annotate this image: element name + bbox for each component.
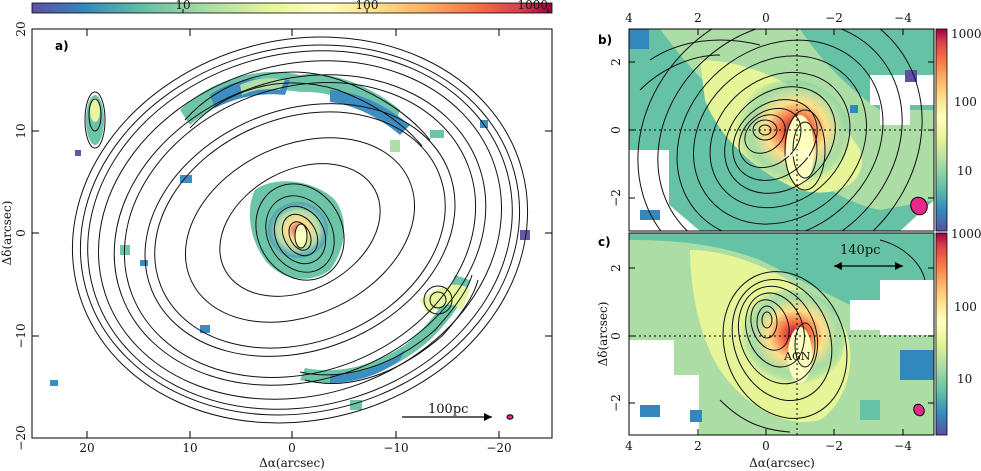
panel-b-xtick-m2: −2 bbox=[825, 11, 843, 25]
panel-c-ytick-m2: −2 bbox=[609, 394, 623, 412]
colorbar-top-ticks bbox=[182, 9, 549, 13]
panel-c-ticks bbox=[628, 267, 934, 435]
colorbar-b bbox=[935, 28, 948, 232]
panel-b-label: b) bbox=[598, 33, 612, 47]
panel-c-contours bbox=[719, 239, 926, 433]
colorbar-c bbox=[935, 232, 948, 436]
panel-c-xtick-m4: −4 bbox=[894, 439, 912, 453]
panel-b-xtick-4: 4 bbox=[625, 11, 633, 25]
panel-c-xlabel: Δα(arcsec) bbox=[749, 456, 815, 470]
panel-b-ytick-2: 2 bbox=[609, 58, 623, 66]
panel-a-xtick-0: 0 bbox=[288, 441, 296, 455]
panel-c-map bbox=[629, 233, 934, 435]
panel-c-xtick-0: 0 bbox=[762, 439, 770, 453]
panel-c-ylabel: Δδ(arcsec) bbox=[596, 302, 610, 367]
colorbar-top bbox=[31, 2, 553, 14]
panel-a-ticks bbox=[32, 28, 552, 439]
panel-a-beam bbox=[506, 414, 514, 420]
panel-a-xtick-m10: −10 bbox=[383, 441, 408, 455]
panel-a-label: a) bbox=[55, 39, 69, 53]
panel-c-xtick-4: 4 bbox=[625, 439, 633, 453]
panel-c-frame bbox=[628, 232, 935, 436]
panel-c-ytick-0: 0 bbox=[609, 332, 623, 340]
panel-a-xtick-m20: −20 bbox=[486, 441, 511, 455]
panel-b-xtick-m4: −4 bbox=[894, 11, 912, 25]
panel-c-beam bbox=[913, 403, 925, 417]
panel-a-xlabel: Δα(arcsec) bbox=[259, 456, 325, 470]
panel-a-ytick-m20: −20 bbox=[14, 425, 28, 450]
panel-b: AGN 4 2 0 −2 −4 2 0 −2 b) 1000 100 10 bbox=[598, 11, 981, 232]
panel-c-agn-label: AGN bbox=[783, 350, 811, 363]
panel-c-label: c) bbox=[598, 235, 611, 249]
panel-b-ticks bbox=[628, 29, 934, 199]
colorbar-b-tick-10: 10 bbox=[957, 164, 972, 178]
panel-b-ytick-m2: −2 bbox=[609, 189, 623, 207]
panel-a-ytick-10: 10 bbox=[14, 123, 28, 138]
panel-a-ytick-m10: −10 bbox=[14, 323, 28, 348]
panel-b-ytick-0: 0 bbox=[609, 126, 623, 134]
colorbar-top-tick-10: 10 bbox=[175, 0, 190, 12]
panel-a-xtick-10: 10 bbox=[182, 441, 197, 455]
panel-a-scalebar: 100pc bbox=[402, 402, 492, 421]
colorbar-top-tick-1000: 1000 bbox=[517, 0, 548, 12]
panel-b-beam bbox=[910, 196, 928, 216]
panel-a-contours bbox=[71, 36, 529, 424]
colorbar-c-tick-10: 10 bbox=[957, 372, 972, 386]
panel-b-contours bbox=[637, 29, 923, 231]
panel-c-dotted bbox=[629, 233, 934, 435]
panel-c-scalebar: 140pc bbox=[834, 243, 903, 270]
colorbar-b-tick-1000: 1000 bbox=[951, 27, 981, 41]
panel-c-xtick-2: 2 bbox=[694, 439, 702, 453]
panel-a: 10 100 1000 bbox=[0, 0, 553, 470]
panel-a-ylabel: Δδ(arcsec) bbox=[0, 201, 14, 266]
panel-a-scalebar-label: 100pc bbox=[428, 402, 468, 417]
colorbar-c-tick-1000: 1000 bbox=[951, 227, 981, 241]
panel-b-xtick-0: 0 bbox=[762, 11, 770, 25]
colorbar-top-tick-100: 100 bbox=[356, 0, 379, 12]
panel-a-ytick-0: 0 bbox=[14, 229, 28, 237]
panel-a-ytick-20: 20 bbox=[14, 21, 28, 36]
colorbar-b-tick-100: 100 bbox=[954, 95, 977, 109]
panel-b-xtick-2: 2 bbox=[694, 11, 702, 25]
panel-a-map bbox=[50, 36, 530, 424]
panel-a-xtick-20: 20 bbox=[79, 441, 94, 455]
panel-c-xtick-m2: −2 bbox=[825, 439, 843, 453]
panel-c-ytick-2: 2 bbox=[609, 264, 623, 272]
panel-b-dotted bbox=[629, 29, 934, 231]
panel-b-agn-label: AGN bbox=[783, 148, 811, 161]
panel-c: AGN 140pc 4 2 0 −2 −4 2 0 −2 Δα(arcsec) … bbox=[596, 227, 981, 470]
colorbar-c-tick-100: 100 bbox=[954, 300, 977, 314]
panel-c-scalebar-label: 140pc bbox=[840, 243, 880, 258]
